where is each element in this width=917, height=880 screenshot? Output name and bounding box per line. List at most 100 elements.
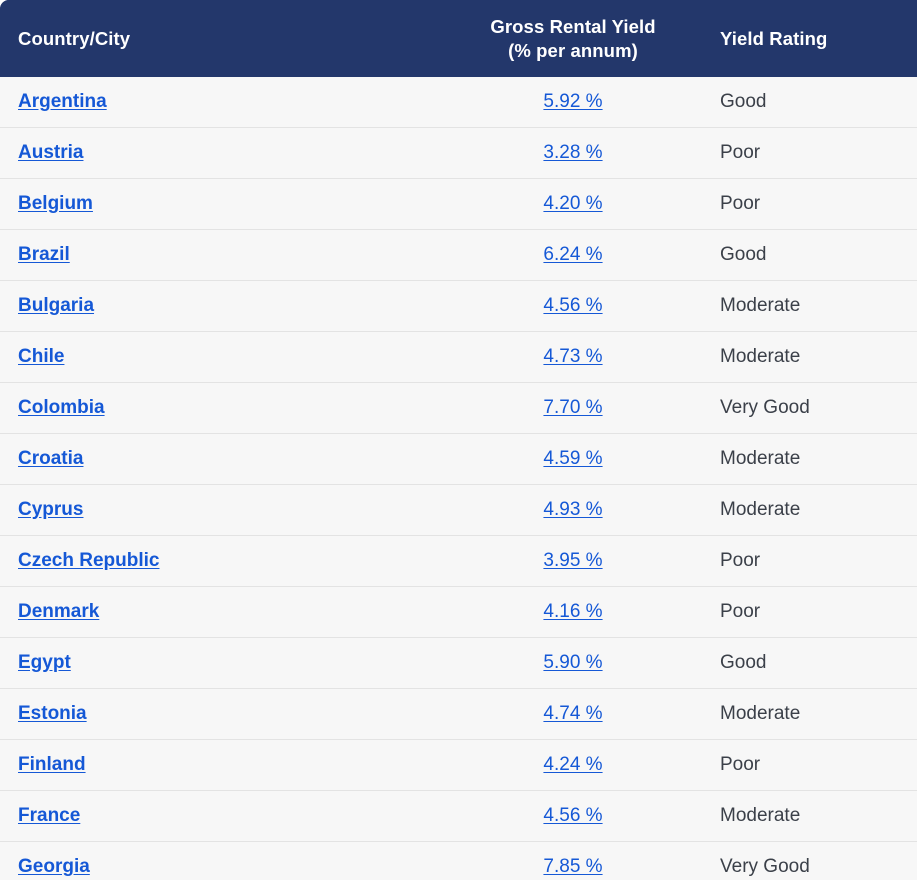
cell-country: Colombia xyxy=(0,383,448,434)
yield-value-link[interactable]: 4.73 % xyxy=(543,346,603,367)
cell-gross-rental-yield: 4.24 % xyxy=(448,740,698,791)
cell-country: Finland xyxy=(0,740,448,791)
cell-gross-rental-yield: 4.74 % xyxy=(448,689,698,740)
cell-gross-rental-yield: 4.16 % xyxy=(448,587,698,638)
country-link[interactable]: Argentina xyxy=(18,91,107,112)
country-link[interactable]: Colombia xyxy=(18,397,105,418)
country-link[interactable]: Chile xyxy=(18,346,65,367)
table-row: Finland 4.24 % Poor xyxy=(0,739,917,791)
cell-yield-rating: Poor xyxy=(720,142,761,163)
cell-yield-rating: Very Good xyxy=(720,856,810,877)
cell-country: Argentina xyxy=(0,77,448,128)
cell-country: Austria xyxy=(0,128,448,179)
country-link[interactable]: Austria xyxy=(18,142,84,163)
column-header-yield-line2: (% per annum) xyxy=(508,39,638,61)
yield-value-link[interactable]: 4.93 % xyxy=(543,499,603,520)
table-row: Egypt 5.90 % Good xyxy=(0,637,917,689)
country-link[interactable]: Czech Republic xyxy=(18,550,160,571)
country-link[interactable]: Georgia xyxy=(18,856,90,877)
cell-yield-rating: Poor xyxy=(720,193,761,214)
table-row: Chile 4.73 % Moderate xyxy=(0,331,917,383)
cell-gross-rental-yield: 4.56 % xyxy=(448,791,698,842)
country-link[interactable]: Finland xyxy=(18,754,86,775)
header-row: Country/City Gross Rental Yield (% per a… xyxy=(0,0,917,77)
cell-gross-rental-yield: 5.90 % xyxy=(448,638,698,689)
column-header-yield-rating[interactable]: Yield Rating xyxy=(698,0,917,77)
yield-value-link[interactable]: 3.95 % xyxy=(543,550,603,571)
cell-country: Denmark xyxy=(0,587,448,638)
country-link[interactable]: Egypt xyxy=(18,652,71,673)
table-row: Denmark 4.16 % Poor xyxy=(0,586,917,638)
country-link[interactable]: Cyprus xyxy=(18,499,84,520)
country-link[interactable]: Croatia xyxy=(18,448,84,469)
table-row: Brazil 6.24 % Good xyxy=(0,229,917,281)
cell-yield-rating: Moderate xyxy=(720,346,801,367)
cell-country: Bulgaria xyxy=(0,281,448,332)
column-header-yield-line1: Gross Rental Yield xyxy=(490,15,656,37)
cell-yield-rating: Moderate xyxy=(720,499,801,520)
cell-yield-rating: Moderate xyxy=(720,295,801,316)
cell-gross-rental-yield: 3.28 % xyxy=(448,128,698,179)
cell-country: Brazil xyxy=(0,230,448,281)
cell-yield-rating: Poor xyxy=(720,754,761,775)
cell-gross-rental-yield: 4.59 % xyxy=(448,434,698,485)
table-row: Czech Republic 3.95 % Poor xyxy=(0,535,917,587)
cell-country: Estonia xyxy=(0,689,448,740)
cell-gross-rental-yield: 4.93 % xyxy=(448,485,698,536)
cell-country: Georgia xyxy=(0,842,448,880)
table-body: Argentina 5.92 % Good Austria 3.28 % Poor Belg… xyxy=(0,77,917,880)
table-row: Argentina 5.92 % Good xyxy=(0,77,917,128)
cell-gross-rental-yield: 4.73 % xyxy=(448,332,698,383)
cell-gross-rental-yield: 4.20 % xyxy=(448,179,698,230)
country-link[interactable]: Belgium xyxy=(18,193,93,214)
country-link[interactable]: Bulgaria xyxy=(18,295,95,316)
yield-value-link[interactable]: 4.56 % xyxy=(543,295,603,316)
yield-value-link[interactable]: 5.92 % xyxy=(543,91,603,112)
yield-value-link[interactable]: 4.59 % xyxy=(543,448,603,469)
cell-gross-rental-yield: 5.92 % xyxy=(448,77,698,128)
yield-value-link[interactable]: 7.85 % xyxy=(543,856,603,877)
country-link[interactable]: Denmark xyxy=(18,601,100,622)
yield-value-link[interactable]: 7.70 % xyxy=(543,397,603,418)
yield-value-link[interactable]: 3.28 % xyxy=(543,142,603,163)
table-header: Country/City Gross Rental Yield (% per a… xyxy=(0,0,917,77)
yield-value-link[interactable]: 4.74 % xyxy=(543,703,603,724)
cell-country: Belgium xyxy=(0,179,448,230)
yield-value-link[interactable]: 4.56 % xyxy=(543,805,603,826)
table-row: Austria 3.28 % Poor xyxy=(0,127,917,179)
table-row: Cyprus 4.93 % Moderate xyxy=(0,484,917,536)
cell-gross-rental-yield: 3.95 % xyxy=(448,536,698,587)
yield-value-link[interactable]: 6.24 % xyxy=(543,244,603,265)
cell-gross-rental-yield: 4.56 % xyxy=(448,281,698,332)
cell-country: Cyprus xyxy=(0,485,448,536)
cell-country: Chile xyxy=(0,332,448,383)
cell-yield-rating: Good xyxy=(720,91,767,112)
cell-yield-rating: Moderate xyxy=(720,448,801,469)
cell-country: Croatia xyxy=(0,434,448,485)
cell-country: France xyxy=(0,791,448,842)
table-row: Colombia 7.70 % Very Good xyxy=(0,382,917,434)
column-header-country[interactable]: Country/City xyxy=(0,0,448,77)
cell-country: Egypt xyxy=(0,638,448,689)
cell-yield-rating: Moderate xyxy=(720,703,801,724)
table-row: France 4.56 % Moderate xyxy=(0,790,917,842)
column-header-gross-rental-yield[interactable]: Gross Rental Yield (% per annum) xyxy=(448,0,698,77)
country-link[interactable]: France xyxy=(18,805,81,826)
yield-value-link[interactable]: 4.20 % xyxy=(543,193,603,214)
cell-country: Czech Republic xyxy=(0,536,448,587)
cell-yield-rating: Good xyxy=(720,244,767,265)
table-row: Bulgaria 4.56 % Moderate xyxy=(0,280,917,332)
cell-gross-rental-yield: 6.24 % xyxy=(448,230,698,281)
country-link[interactable]: Brazil xyxy=(18,244,70,265)
country-link[interactable]: Estonia xyxy=(18,703,87,724)
yield-value-link[interactable]: 5.90 % xyxy=(543,652,603,673)
table-row: Georgia 7.85 % Very Good xyxy=(0,841,917,880)
yield-value-link[interactable]: 4.24 % xyxy=(543,754,603,775)
cell-yield-rating: Poor xyxy=(720,601,761,622)
yield-value-link[interactable]: 4.16 % xyxy=(543,601,603,622)
cell-yield-rating: Moderate xyxy=(720,805,801,826)
cell-gross-rental-yield: 7.85 % xyxy=(448,842,698,880)
table-row: Croatia 4.59 % Moderate xyxy=(0,433,917,485)
